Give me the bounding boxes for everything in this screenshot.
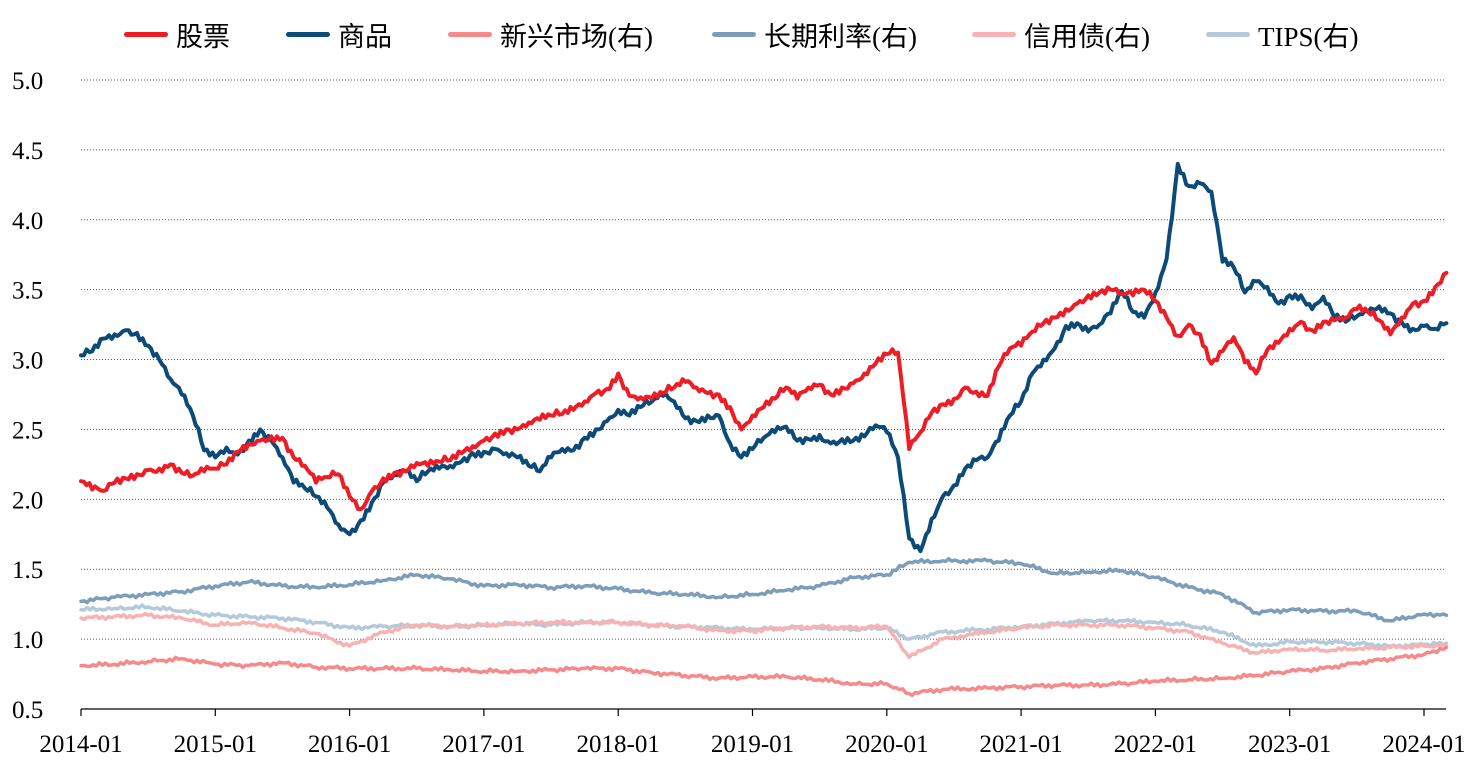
y-tick-label: 4.5: [12, 138, 43, 165]
series-lines: [79, 161, 1449, 698]
series-line-long-rates: [79, 556, 1449, 623]
x-tick-label: 2016-01: [308, 731, 391, 758]
legend-label-tips: TIPS(右): [1258, 21, 1359, 52]
legend-label-emerging-markets: 新兴市场(右): [500, 21, 653, 52]
y-tick-label: 5.0: [12, 68, 43, 95]
series-line-commodities: [79, 161, 1449, 554]
y-tick-label: 1.5: [12, 557, 43, 584]
legend-swatch-emerging-markets: [448, 31, 492, 37]
axes: 0.5 1.0 1.5 2.0 2.5 3.0 3.5 4.0 4.5 5.0 2014-01 201…: [12, 68, 1464, 758]
x-tick-label: 2014-01: [39, 731, 122, 758]
legend-item-tips: TIPS(右): [1206, 14, 1359, 54]
legend-swatch-credit-bonds: [972, 31, 1016, 37]
gridlines: [81, 79, 1446, 640]
legend-swatch-long-rates: [712, 31, 756, 37]
legend-item-emerging-markets: 新兴市场(右): [448, 14, 653, 54]
x-tick-label: 2022-01: [1114, 731, 1197, 758]
y-tick-label: 2.0: [12, 487, 43, 514]
x-tick-label: 2021-01: [979, 731, 1062, 758]
x-tick-label: 2017-01: [442, 731, 525, 758]
y-tick-label: 0.5: [12, 697, 43, 724]
series-line-tips: [79, 603, 1449, 650]
legend-swatch-tips: [1206, 31, 1250, 37]
legend-label-long-rates: 长期利率(右): [764, 21, 917, 52]
legend-item-stocks: 股票: [124, 14, 230, 54]
legend-item-long-rates: 长期利率(右): [712, 14, 917, 54]
y-tick-label: 3.0: [12, 348, 43, 375]
series-line-credit-bonds: [79, 611, 1449, 660]
x-tick-label: 2023-01: [1248, 731, 1331, 758]
x-tick-label: 2019-01: [711, 731, 794, 758]
x-tick-label: 2018-01: [577, 731, 660, 758]
legend-swatch-commodities: [286, 31, 330, 37]
y-tick-label: 1.0: [12, 627, 43, 654]
y-tick-label: 2.5: [12, 417, 43, 444]
x-tick-label: 2020-01: [845, 731, 928, 758]
legend-swatch-stocks: [124, 31, 168, 37]
y-tick-label: 3.5: [12, 278, 43, 305]
legend-label-stocks: 股票: [176, 21, 230, 52]
x-tick-label: 2015-01: [174, 731, 257, 758]
legend: 股票 商品 新兴市场(右) 长期利率(右) 信用债(右) TIPS(右): [0, 14, 1464, 54]
y-tick-label: 4.0: [12, 208, 43, 235]
legend-label-credit-bonds: 信用债(右): [1024, 21, 1150, 52]
legend-item-commodities: 商品: [286, 14, 392, 54]
legend-label-commodities: 商品: [338, 21, 392, 52]
legend-item-credit-bonds: 信用债(右): [972, 14, 1150, 54]
series-line-emerging-markets: [79, 645, 1449, 698]
series-line-stocks: [79, 270, 1449, 512]
x-tick-label: 2024-01: [1382, 731, 1464, 758]
